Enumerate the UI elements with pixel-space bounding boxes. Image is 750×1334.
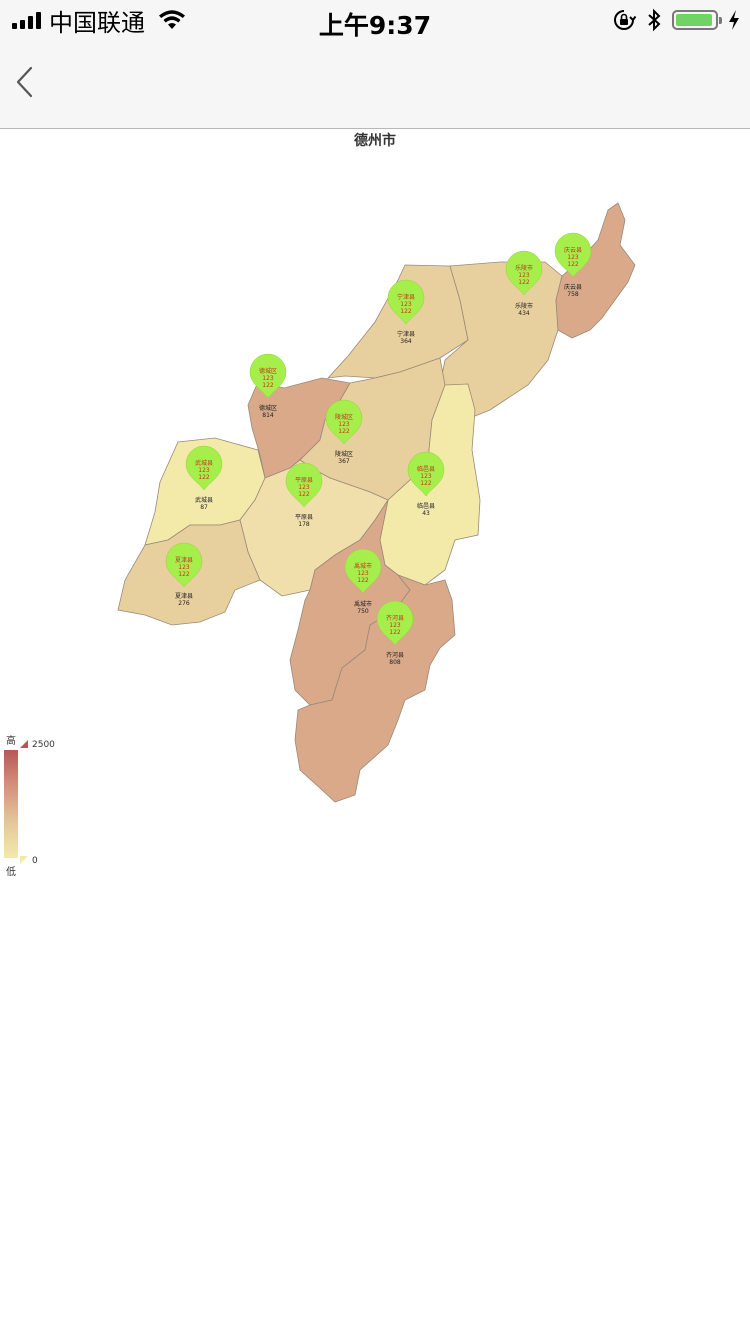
map-title: 德州市 (354, 133, 396, 149)
marker-value-2: 122 (298, 491, 310, 498)
marker-label: 德城区 (259, 367, 277, 375)
region-name-label: 禹城市 (354, 600, 372, 608)
marker-value-2: 122 (198, 474, 210, 481)
marker-pingyuan[interactable]: 平原县 123 122 平原县 178 (285, 462, 323, 528)
marker-value-2: 122 (400, 308, 412, 315)
region-name-label: 平原县 (295, 514, 313, 521)
marker-label: 武城县 (195, 459, 213, 467)
marker-linyi[interactable]: 临邑县 123 122 临邑县 43 (407, 451, 445, 517)
charging-icon (729, 10, 739, 30)
battery-icon (672, 10, 722, 30)
wifi-icon (159, 10, 185, 29)
region-qihe[interactable] (294, 574, 456, 803)
region-name-label: 陵城区 (335, 450, 353, 458)
marker-lingcheng[interactable]: 陵城区 123 122 陵城区 367 (325, 399, 363, 465)
marker-yucheng[interactable]: 禹城市 123 122 禹城市 750 (344, 548, 382, 615)
region-name-label: 临邑县 (417, 502, 435, 510)
region-name-label: 德城区 (259, 404, 277, 412)
map-canvas: 宁津县 123 122 宁津县 364 乐陵市 123 122 乐陵市 434 … (117, 202, 636, 803)
region-value-label: 808 (389, 659, 401, 666)
battery-level (676, 14, 712, 26)
legend-max-value: 2500 (32, 740, 55, 750)
marker-qingyun[interactable]: 庆云县 123 122 庆云县 758 (554, 232, 592, 298)
marker-value-1: 123 (198, 467, 210, 474)
marker-wucheng[interactable]: 武城县 123 122 武城县 87 (185, 445, 223, 511)
marker-xiajin[interactable]: 夏津县 123 122 夏津县 276 (165, 542, 203, 607)
marker-value-2: 122 (262, 382, 274, 389)
visual-map-legend: 高 2500 0 低 (0, 730, 80, 880)
marker-value-2: 122 (338, 428, 350, 435)
region-name-label: 夏津县 (175, 593, 193, 600)
marker-value-2: 122 (420, 480, 432, 487)
marker-label: 乐陵市 (515, 264, 533, 272)
marker-value-2: 122 (389, 629, 401, 636)
region-qingyun[interactable] (555, 202, 636, 339)
marker-label: 临邑县 (417, 465, 435, 473)
clock: 上午9:37 (318, 11, 432, 40)
region-name-label: 庆云县 (564, 283, 582, 291)
marker-label: 平原县 (295, 477, 313, 484)
marker-value-2: 122 (518, 279, 530, 286)
bluetooth-icon (648, 8, 661, 32)
marker-label: 禹城市 (354, 562, 372, 570)
marker-value-1: 123 (567, 254, 579, 261)
region-name-label: 齐河县 (386, 651, 404, 659)
marker-decheng[interactable]: 德城区 123 122 德城区 814 (249, 353, 287, 419)
marker-value-1: 123 (178, 564, 190, 571)
signal-strength-icon (12, 11, 41, 29)
marker-label: 庆云县 (564, 246, 582, 254)
navigation-bar (0, 40, 750, 129)
marker-value-1: 123 (357, 570, 369, 577)
marker-label: 宁津县 (397, 293, 415, 301)
status-right (612, 6, 740, 34)
marker-value-2: 122 (567, 261, 579, 268)
marker-value-1: 123 (389, 622, 401, 629)
marker-ningjin[interactable]: 宁津县 123 122 宁津县 364 (387, 279, 425, 345)
marker-label: 夏津县 (175, 557, 193, 564)
region-value-label: 43 (422, 510, 430, 517)
status-left: 中国联通 (12, 6, 187, 37)
marker-value-1: 123 (338, 421, 350, 428)
legend-low-label: 低 (6, 867, 16, 878)
rotation-lock-icon (614, 10, 636, 30)
region-value-label: 434 (518, 310, 530, 317)
region-value-label: 87 (200, 504, 208, 511)
legend-min-handle[interactable] (20, 856, 28, 864)
region-name-label: 乐陵市 (515, 302, 533, 310)
region-name-label: 宁津县 (397, 330, 415, 338)
region-value-label: 758 (567, 291, 579, 298)
marker-label: 陵城区 (335, 413, 353, 421)
marker-value-1: 123 (400, 301, 412, 308)
back-button[interactable] (12, 64, 42, 104)
region-laoling[interactable] (439, 261, 563, 419)
marker-value-1: 123 (420, 473, 432, 480)
marker-value-1: 123 (298, 484, 310, 491)
legend-high-label: 高 (6, 736, 16, 747)
region-value-label: 276 (178, 600, 190, 607)
marker-value-2: 122 (178, 571, 190, 578)
marker-value-2: 122 (357, 577, 369, 584)
marker-qihe[interactable]: 齐河县 123 122 齐河县 808 (376, 600, 414, 666)
marker-value-1: 123 (518, 272, 530, 279)
chevron-left-icon (16, 66, 33, 98)
region-value-label: 367 (338, 458, 350, 465)
marker-value-1: 123 (262, 375, 274, 382)
region-value-label: 814 (262, 412, 274, 419)
region-value-label: 750 (357, 608, 369, 615)
region-value-label: 178 (298, 521, 310, 528)
marker-laoling[interactable]: 乐陵市 123 122 乐陵市 434 (505, 250, 543, 317)
carrier-name: 中国联通 (49, 8, 145, 37)
legend-gradient-bar[interactable] (4, 750, 18, 858)
region-value-label: 364 (400, 338, 412, 345)
region-name-label: 武城县 (195, 496, 213, 504)
marker-label: 齐河县 (386, 614, 404, 622)
legend-min-value: 0 (32, 856, 38, 866)
legend-max-handle[interactable] (20, 740, 28, 748)
status-bar: 中国联通 上午9:37 (0, 0, 750, 40)
